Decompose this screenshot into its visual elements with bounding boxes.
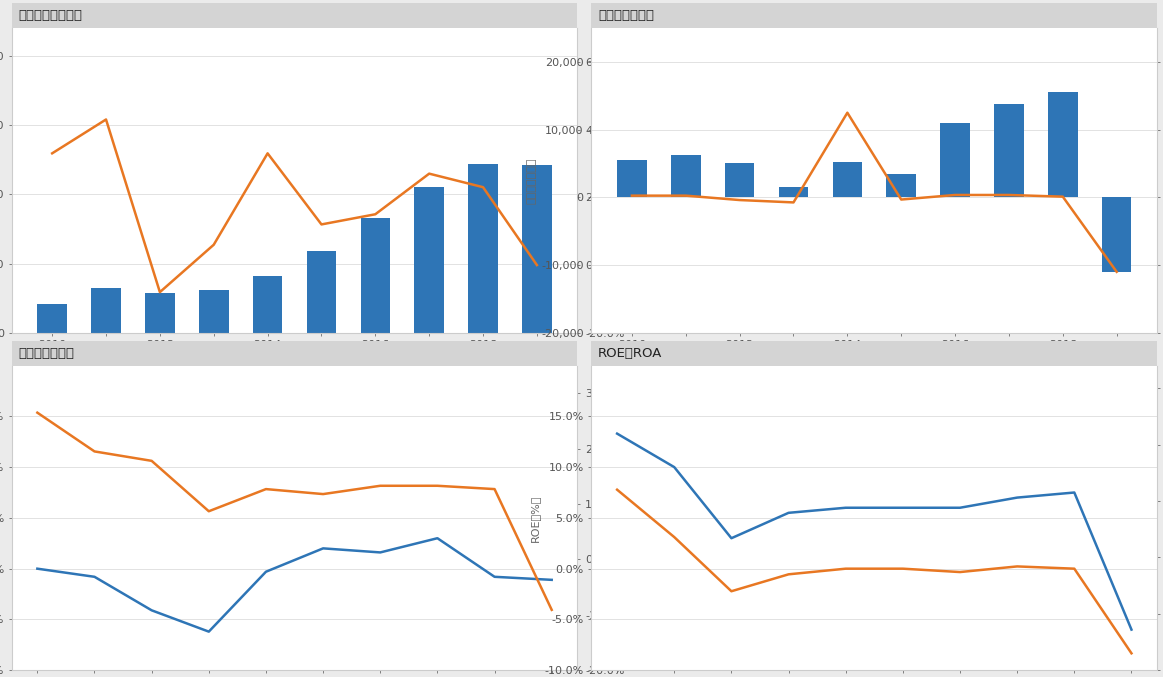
Y-axis label: 增长率（%）: 增长率（%）	[629, 158, 638, 202]
Bar	[1101, 197, 1132, 271]
Bar	[994, 104, 1023, 197]
Bar	[361, 218, 390, 333]
Bar	[307, 251, 336, 333]
Y-axis label: 净利润（万元）: 净利润（万元）	[527, 157, 537, 204]
Legend: 净利润, 增长率: 净利润, 增长率	[815, 370, 933, 393]
Text: 毛利率与净利率: 毛利率与净利率	[19, 347, 74, 359]
Bar	[145, 292, 174, 333]
Y-axis label: 净利率（%）: 净利率（%）	[629, 496, 638, 540]
Bar	[833, 162, 862, 197]
Text: 净利润及增长率: 净利润及增长率	[598, 9, 654, 22]
Bar	[886, 173, 916, 197]
Bar	[199, 290, 229, 333]
Legend: 营业收入, 增长率: 营业收入, 增长率	[233, 370, 357, 393]
Bar	[252, 276, 283, 333]
Bar	[522, 165, 551, 333]
Bar	[414, 188, 444, 333]
Text: 收入规模及增长率: 收入规模及增长率	[19, 9, 83, 22]
Bar	[725, 162, 755, 197]
Bar	[779, 187, 808, 197]
Y-axis label: ROE（%）: ROE（%）	[530, 494, 541, 542]
Bar	[37, 304, 67, 333]
Bar	[1048, 92, 1078, 197]
Text: ROE与ROA: ROE与ROA	[598, 347, 663, 359]
Bar	[618, 160, 647, 197]
Bar	[469, 164, 498, 333]
Bar	[91, 288, 121, 333]
Bar	[940, 123, 970, 197]
Bar	[671, 155, 700, 197]
